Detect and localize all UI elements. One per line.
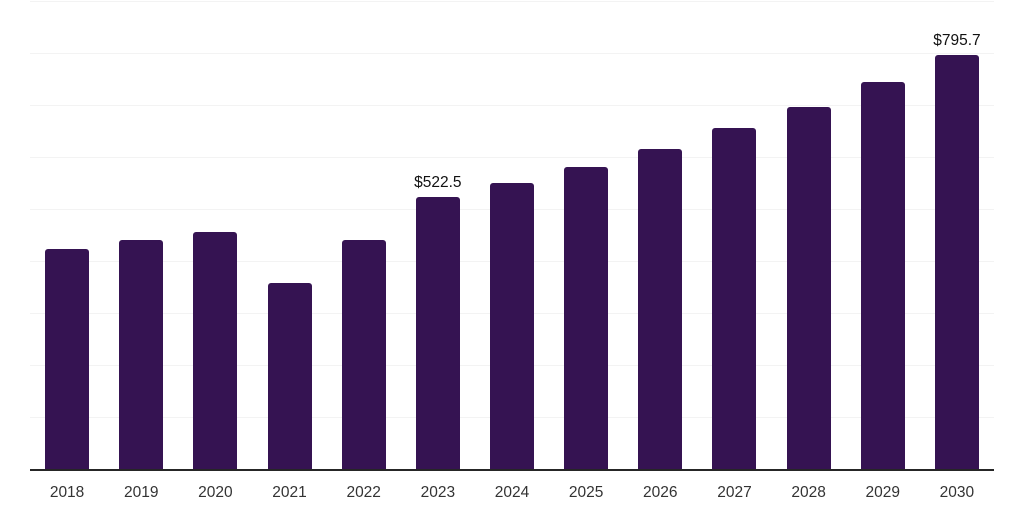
gridline-800 bbox=[30, 53, 994, 54]
bar-2022 bbox=[341, 240, 386, 469]
data-label-2023: $522.5 bbox=[414, 173, 462, 191]
bar-2018 bbox=[45, 249, 90, 469]
bar-2020 bbox=[193, 231, 238, 469]
gridline-700 bbox=[30, 105, 994, 106]
x-tick-2020: 2020 bbox=[198, 484, 233, 501]
x-tick-2019: 2019 bbox=[123, 484, 159, 501]
x-tick-2022: 2022 bbox=[346, 484, 381, 501]
x-tick-2018: 2018 bbox=[49, 484, 85, 501]
bar-2019 bbox=[119, 240, 164, 469]
x-tick-2027: 2027 bbox=[717, 484, 752, 501]
bar-2023 bbox=[415, 197, 460, 469]
bar-2026 bbox=[638, 149, 683, 469]
x-tick-2025: 2025 bbox=[568, 484, 604, 501]
bar-2025 bbox=[564, 167, 609, 469]
x-tick-2026: 2026 bbox=[643, 484, 678, 501]
x-axis-line bbox=[30, 469, 994, 471]
bar-2027 bbox=[712, 128, 757, 469]
x-tick-2028: 2028 bbox=[791, 484, 826, 501]
x-tick-2030: 2030 bbox=[939, 484, 975, 501]
plot-area: $522.5 $795.7 bbox=[30, 1, 994, 471]
bar-2021 bbox=[267, 283, 312, 469]
data-label-2030: $795.7 bbox=[933, 31, 981, 49]
x-tick-2029: 2029 bbox=[865, 484, 901, 501]
x-axis: 2018 2019 2020 2021 2022 2023 2024 2025 2026 2027… bbox=[30, 471, 994, 507]
gridline-600 bbox=[30, 157, 994, 158]
bar-2030 bbox=[934, 55, 979, 469]
x-tick-2024: 2024 bbox=[494, 484, 530, 501]
bar-2028 bbox=[786, 107, 831, 469]
gridline-900 bbox=[30, 1, 994, 2]
x-tick-2023: 2023 bbox=[420, 484, 456, 501]
bar-2024 bbox=[490, 183, 534, 469]
x-tick-2021: 2021 bbox=[272, 484, 307, 501]
bar-2029 bbox=[860, 81, 905, 469]
